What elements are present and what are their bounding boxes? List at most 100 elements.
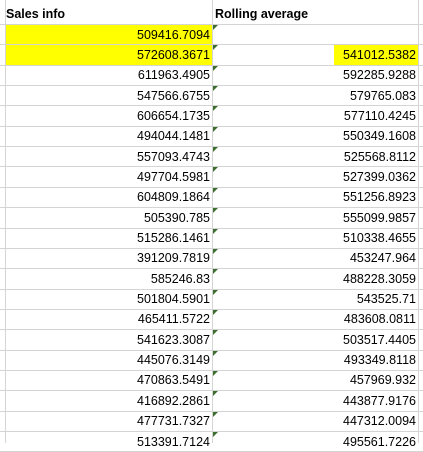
rolling-average-cell[interactable]: 443877.9176: [343, 393, 416, 408]
header-rolling-average[interactable]: Rolling average: [215, 7, 309, 21]
sales-cell[interactable]: 509416.7094: [6, 24, 212, 45]
row-header-stub[interactable]: [0, 330, 3, 350]
row-gridline: [0, 288, 423, 290]
rolling-average-cell[interactable]: 592285.9288: [343, 68, 416, 83]
sales-cell[interactable]: 494044.1481: [137, 129, 210, 144]
row-gridline: [0, 105, 423, 107]
row-header-stub[interactable]: [0, 86, 3, 106]
rolling-average-cell[interactable]: 447312.0094: [343, 414, 416, 429]
sales-cell[interactable]: 541623.3087: [137, 332, 210, 347]
row-gridline: [0, 85, 423, 87]
sales-cell[interactable]: 604809.1864: [137, 190, 210, 205]
error-indicator-icon[interactable]: [213, 86, 218, 92]
row-header-stub[interactable]: [0, 411, 3, 431]
row-header-stub[interactable]: [0, 147, 3, 167]
row-gridline: [0, 64, 423, 66]
sales-cell[interactable]: 501804.5901: [137, 292, 210, 307]
error-indicator-icon[interactable]: [213, 330, 218, 336]
rolling-average-cell[interactable]: 457969.932: [349, 373, 416, 388]
error-indicator-icon[interactable]: [213, 147, 218, 153]
rolling-average-cell[interactable]: [213, 25, 418, 45]
rolling-average-cell[interactable]: 579765.083: [349, 88, 416, 103]
header-sales-info[interactable]: Sales info: [6, 7, 66, 21]
error-indicator-icon[interactable]: [213, 289, 218, 295]
row-header-stub[interactable]: [0, 187, 3, 207]
rolling-average-cell[interactable]: 495561.7226: [343, 434, 416, 449]
row-header-stub[interactable]: [0, 25, 3, 45]
error-indicator-icon[interactable]: [213, 432, 218, 437]
row-header-stub[interactable]: [0, 391, 3, 411]
sales-cell[interactable]: 445076.3149: [137, 353, 210, 368]
sales-cell[interactable]: 585246.83: [150, 271, 210, 286]
rolling-average-cell[interactable]: 510338.4655: [343, 231, 416, 245]
error-indicator-icon[interactable]: [213, 370, 218, 376]
rolling-average-cell[interactable]: 550349.1608: [343, 129, 416, 144]
row-header-stub[interactable]: [0, 350, 3, 370]
row-gridline: [0, 268, 423, 270]
error-indicator-icon[interactable]: [213, 45, 218, 51]
error-indicator-icon[interactable]: [213, 208, 218, 214]
row-header-stub[interactable]: [0, 65, 3, 85]
error-indicator-icon[interactable]: [213, 65, 218, 71]
error-indicator-icon[interactable]: [213, 350, 218, 356]
error-indicator-icon[interactable]: [213, 411, 218, 417]
row-header-stub[interactable]: [0, 289, 3, 309]
row-gridline: [0, 166, 423, 168]
rolling-average-cell[interactable]: 488228.3059: [343, 271, 416, 286]
rolling-average-cell[interactable]: 577110.4245: [343, 108, 416, 123]
row-gridline: [0, 410, 423, 412]
error-indicator-icon[interactable]: [213, 391, 218, 397]
row-header-stub[interactable]: [0, 309, 3, 329]
sales-cell[interactable]: 465411.5722: [137, 312, 210, 327]
error-indicator-icon[interactable]: [213, 126, 218, 132]
sales-cell[interactable]: 505390.785: [143, 210, 210, 225]
sales-cell[interactable]: 391209.7819: [137, 251, 210, 266]
row-header-stub[interactable]: [0, 45, 3, 65]
rolling-average-cell[interactable]: 483608.0811: [343, 312, 416, 327]
error-indicator-icon[interactable]: [213, 309, 218, 315]
row-header-stub[interactable]: [0, 432, 3, 452]
sales-cell[interactable]: 515286.1461: [137, 231, 210, 245]
rolling-average-cell[interactable]: 543525.71: [356, 292, 416, 307]
row-gridline: [0, 207, 423, 209]
error-indicator-icon[interactable]: [213, 106, 218, 112]
row-header-stub[interactable]: [0, 106, 3, 126]
row-header-stub[interactable]: [0, 208, 3, 228]
rolling-average-cell[interactable]: 503517.4405: [343, 332, 416, 347]
rolling-average-cell[interactable]: 525568.8112: [343, 149, 416, 164]
row-header-stub[interactable]: [0, 248, 3, 268]
error-indicator-icon[interactable]: [213, 25, 218, 30]
error-indicator-icon[interactable]: [213, 167, 218, 173]
rolling-average-cell[interactable]: 541012.5382: [334, 44, 418, 65]
row-gridline: [0, 186, 423, 188]
error-indicator-icon[interactable]: [213, 187, 218, 193]
row-header-stub[interactable]: [0, 228, 3, 248]
row-gridline: [0, 227, 423, 229]
sales-cell[interactable]: 477731.7327: [137, 414, 210, 429]
sales-cell[interactable]: 572608.3671: [6, 44, 212, 65]
rolling-average-cell[interactable]: 551256.8923: [343, 190, 416, 205]
error-indicator-icon[interactable]: [213, 269, 218, 275]
column-gridline: [418, 0, 419, 443]
sales-cell[interactable]: 470863.5491: [137, 373, 210, 388]
row-gridline: [0, 146, 423, 148]
row-header-stub[interactable]: [0, 370, 3, 390]
row-header-stub[interactable]: [0, 167, 3, 187]
sales-cell[interactable]: 497704.5981: [137, 169, 210, 184]
sales-cell[interactable]: 416892.2861: [137, 393, 210, 408]
sales-cell[interactable]: 557093.4743: [137, 149, 210, 164]
rolling-average-cell[interactable]: 527399.0362: [343, 169, 416, 184]
sales-cell[interactable]: 606654.1735: [137, 108, 210, 123]
sales-cell[interactable]: 547566.6755: [137, 88, 210, 103]
sales-cell[interactable]: 611963.4905: [137, 68, 210, 83]
row-header-stub[interactable]: [0, 269, 3, 289]
rolling-average-cell[interactable]: 453247.964: [349, 251, 416, 266]
row-header-stub[interactable]: [0, 126, 3, 146]
rolling-average-cell[interactable]: 493349.8118: [343, 353, 416, 368]
row-gridline: [0, 125, 423, 127]
rolling-average-cell[interactable]: 555099.9857: [343, 210, 416, 225]
error-indicator-icon[interactable]: [213, 228, 218, 234]
sales-cell[interactable]: 513391.7124: [137, 434, 210, 449]
error-indicator-icon[interactable]: [213, 248, 218, 254]
